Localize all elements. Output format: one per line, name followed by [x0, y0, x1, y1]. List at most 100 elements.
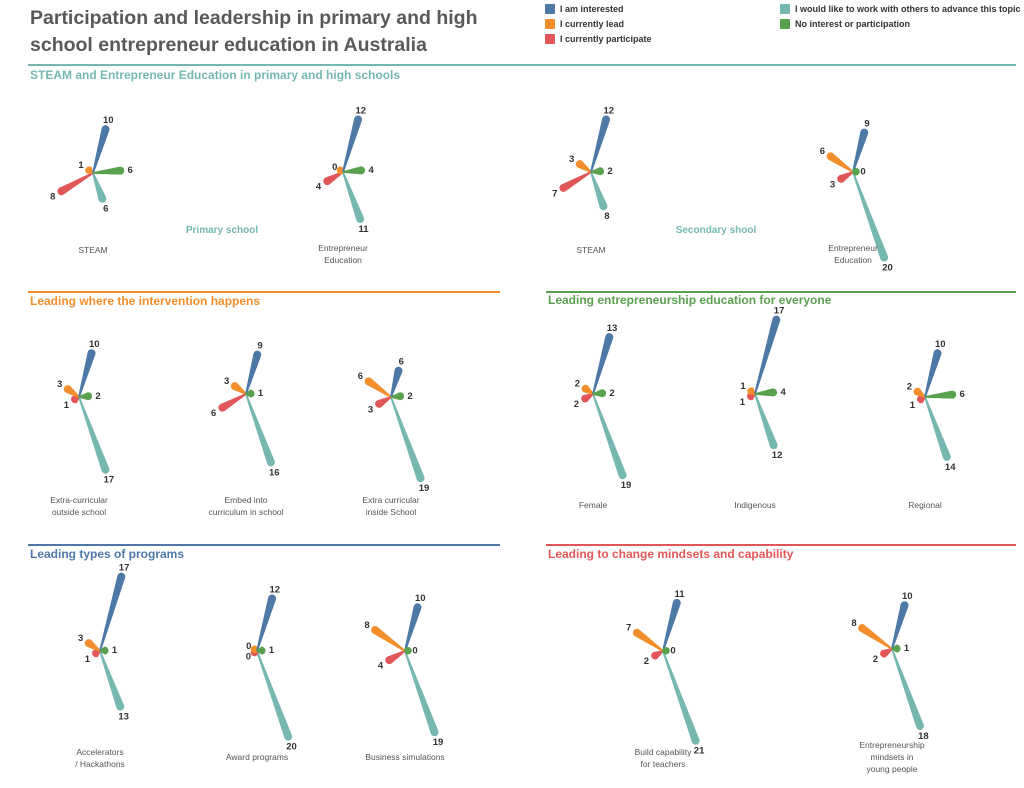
value-label: 1 [64, 400, 70, 411]
legend-swatch [545, 19, 555, 29]
petal-no_interest [754, 388, 778, 397]
petal-work_with_others [852, 171, 889, 262]
value-label: 3 [569, 154, 574, 165]
legend-label: I currently lead [560, 19, 625, 29]
petal-no_interest [92, 166, 125, 175]
petal-work_with_others [99, 650, 125, 711]
petal-chart: 6 8 1 10 6 [50, 115, 133, 214]
value-label: 1 [258, 388, 264, 399]
legend-item-lead: I currently lead [545, 19, 624, 29]
petal-interested [592, 333, 614, 395]
value-label: 0 [860, 167, 865, 178]
value-label: 6 [211, 408, 216, 419]
petal-interested [891, 601, 909, 650]
value-label: 2 [407, 391, 412, 402]
petal-no_interest [245, 389, 255, 398]
petal-interested [590, 115, 611, 173]
petal-interested [78, 349, 96, 398]
value-label: 20 [882, 262, 893, 273]
value-label: 19 [433, 737, 444, 748]
petal-chart: 19 3 6 6 2 [358, 357, 429, 494]
value-label: 4 [780, 387, 786, 398]
value-label: 10 [902, 591, 913, 602]
value-label: 8 [50, 192, 55, 203]
petal-lead [250, 645, 259, 654]
value-label: 9 [257, 341, 262, 352]
value-label: 7 [552, 188, 557, 199]
petal-chart: 17 13 10 2 [57, 339, 114, 485]
petal-interested [342, 115, 363, 173]
value-label: 19 [419, 483, 430, 494]
value-label: 13 [118, 711, 129, 722]
value-label: 2 [609, 388, 614, 399]
legend-label: No interest or participation [795, 19, 911, 29]
petal-chart: 16 6 3 9 1 [211, 341, 280, 479]
petal-no_interest [592, 389, 607, 398]
petal-interested [754, 315, 781, 395]
petal-work_with_others [662, 650, 700, 745]
petal-lead [371, 626, 406, 652]
value-label: 11 [675, 589, 686, 600]
value-label: 2 [644, 656, 649, 667]
value-label: 3 [57, 379, 62, 390]
petal-no_interest [590, 167, 605, 176]
category-label: Business simulations [365, 752, 444, 762]
value-label: 6 [960, 389, 965, 400]
value-label: 12 [270, 584, 281, 595]
petal-interested [662, 598, 681, 652]
value-label: 6 [103, 204, 108, 215]
petal-work_with_others [390, 396, 425, 483]
category-label: Entrepreneurship mindsets in young people [859, 740, 924, 774]
petal-no_interest [404, 646, 412, 655]
petal-lead [747, 387, 756, 395]
petal-no_interest [924, 390, 957, 399]
petal-lead [84, 639, 101, 652]
value-label: 13 [607, 323, 618, 334]
petal-lead [364, 377, 392, 398]
legend-label: I currently participate [560, 34, 652, 44]
petal-lead [913, 387, 926, 398]
category-label: Regional [908, 500, 942, 510]
petal-no_interest [390, 392, 405, 401]
category-label: Female [579, 500, 608, 510]
petal-no_interest [852, 167, 860, 176]
petal-lead [581, 384, 594, 395]
legend-swatch [780, 4, 790, 14]
petal-chart: 18 2 8 10 1 [851, 591, 928, 742]
value-label: 20 [286, 741, 297, 752]
value-label: 1 [910, 400, 916, 411]
value-label: 8 [364, 620, 369, 631]
value-label: 1 [85, 654, 91, 665]
petal-lead [230, 382, 247, 395]
petal-participate [581, 393, 594, 403]
value-label: 6 [820, 146, 825, 157]
category-label: Accelerators / Hackathons [75, 747, 125, 769]
petal-chart: 8 7 3 12 2 [552, 105, 614, 222]
petal-interested [404, 603, 422, 652]
petal-lead [63, 385, 80, 398]
petal-chart: 19 2 2 13 2 [574, 323, 631, 491]
petal-work_with_others [590, 171, 608, 211]
value-label: 4 [316, 182, 322, 193]
value-label: 8 [604, 211, 609, 222]
petal-work_with_others [754, 393, 778, 450]
petal-work_with_others [592, 393, 627, 480]
value-label: 10 [415, 593, 426, 604]
value-label: 3 [830, 179, 835, 190]
value-label: 19 [621, 480, 632, 491]
value-label: 3 [368, 404, 373, 415]
value-label: 10 [935, 339, 946, 350]
value-label: 10 [103, 115, 114, 126]
section-title: Leading where the intervention happens [30, 294, 260, 308]
category-label: Indigenous [734, 500, 776, 510]
petal-interested [256, 594, 277, 652]
petal-participate [71, 395, 80, 404]
petal-work_with_others [92, 172, 107, 203]
value-label: 0 [412, 646, 417, 657]
value-label: 1 [740, 397, 746, 408]
petal-no_interest [891, 644, 901, 653]
petal-participate [837, 171, 854, 183]
petal-participate [218, 393, 247, 412]
